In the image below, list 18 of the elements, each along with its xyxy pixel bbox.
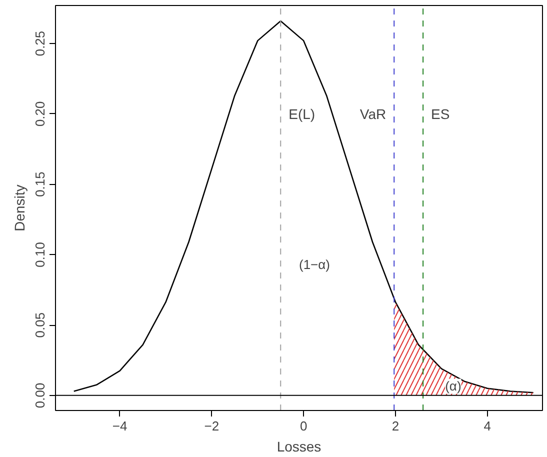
- x-tick-label: 0: [300, 418, 308, 434]
- x-axis-title: Losses: [276, 438, 322, 454]
- x-tick-label: −4: [112, 418, 128, 434]
- x-tick-label: 2: [392, 418, 400, 434]
- x-tick-label: −2: [204, 418, 220, 434]
- y-axis-title: Density: [12, 184, 28, 232]
- y-tick-label: 0.05: [32, 312, 48, 338]
- y-tick-label: 0.00: [32, 382, 48, 408]
- ref-line-label: ES: [431, 106, 450, 122]
- ref-line-label: E(L): [288, 106, 316, 122]
- y-tick-label: 0.10: [32, 242, 48, 268]
- ref-line-label: VaR: [360, 106, 386, 122]
- annotation: (1−α): [299, 257, 330, 272]
- y-tick-label: 0.20: [32, 101, 48, 127]
- x-tick-label: 4: [484, 418, 491, 434]
- y-tick-label: 0.15: [32, 172, 48, 197]
- y-tick-label: 0.25: [32, 30, 48, 56]
- annotation: (α): [445, 378, 462, 394]
